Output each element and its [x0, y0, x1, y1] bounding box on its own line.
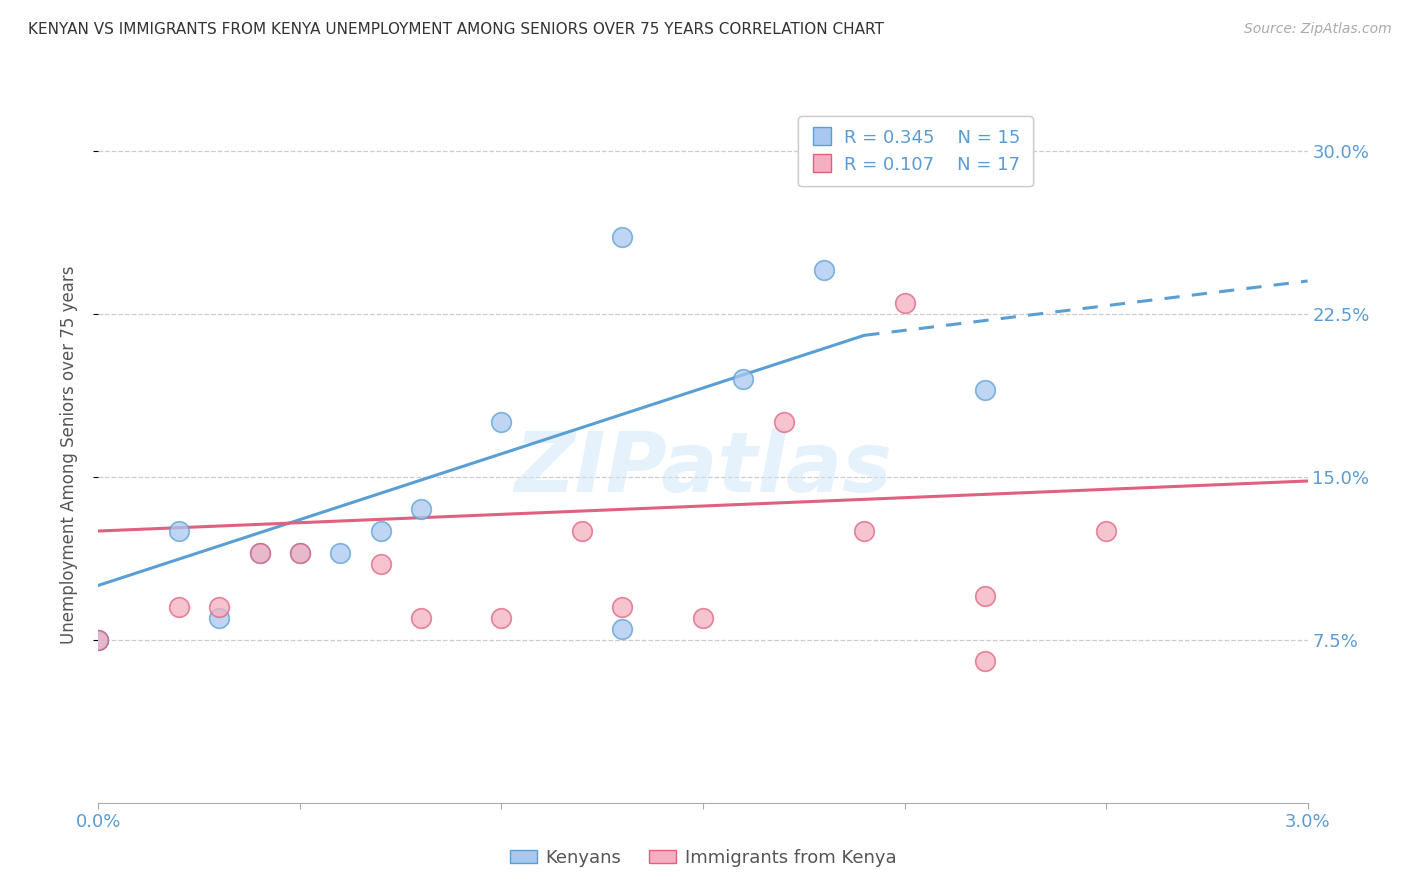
Point: [571, 524, 593, 538]
Text: KENYAN VS IMMIGRANTS FROM KENYA UNEMPLOYMENT AMONG SENIORS OVER 75 YEARS CORRELA: KENYAN VS IMMIGRANTS FROM KENYA UNEMPLOY…: [28, 22, 884, 37]
Point: [370, 557, 392, 571]
Point: [87, 632, 110, 647]
Point: [249, 546, 271, 560]
Point: [409, 611, 432, 625]
Point: [409, 502, 432, 516]
Legend: R = 0.345    N = 15, R = 0.107    N = 17: R = 0.345 N = 15, R = 0.107 N = 17: [799, 116, 1032, 186]
Point: [329, 546, 352, 560]
Point: [87, 632, 110, 647]
Point: [288, 546, 311, 560]
Legend: Kenyans, Immigrants from Kenya: Kenyans, Immigrants from Kenya: [502, 842, 904, 874]
Point: [974, 655, 997, 669]
Point: [208, 611, 231, 625]
Point: [612, 622, 634, 636]
Y-axis label: Unemployment Among Seniors over 75 years: Unemployment Among Seniors over 75 years: [59, 266, 77, 644]
Text: ZIPatlas: ZIPatlas: [515, 428, 891, 509]
Point: [491, 611, 513, 625]
Point: [87, 632, 110, 647]
Point: [208, 600, 231, 615]
Point: [893, 295, 915, 310]
Point: [692, 611, 714, 625]
Point: [853, 524, 876, 538]
Point: [813, 263, 835, 277]
Point: [167, 524, 190, 538]
Point: [167, 600, 190, 615]
Point: [772, 415, 794, 429]
Point: [612, 230, 634, 244]
Point: [612, 600, 634, 615]
Point: [288, 546, 311, 560]
Point: [974, 589, 997, 603]
Text: Source: ZipAtlas.com: Source: ZipAtlas.com: [1244, 22, 1392, 37]
Point: [491, 415, 513, 429]
Point: [249, 546, 271, 560]
Point: [370, 524, 392, 538]
Point: [733, 372, 755, 386]
Point: [974, 383, 997, 397]
Point: [1095, 524, 1118, 538]
